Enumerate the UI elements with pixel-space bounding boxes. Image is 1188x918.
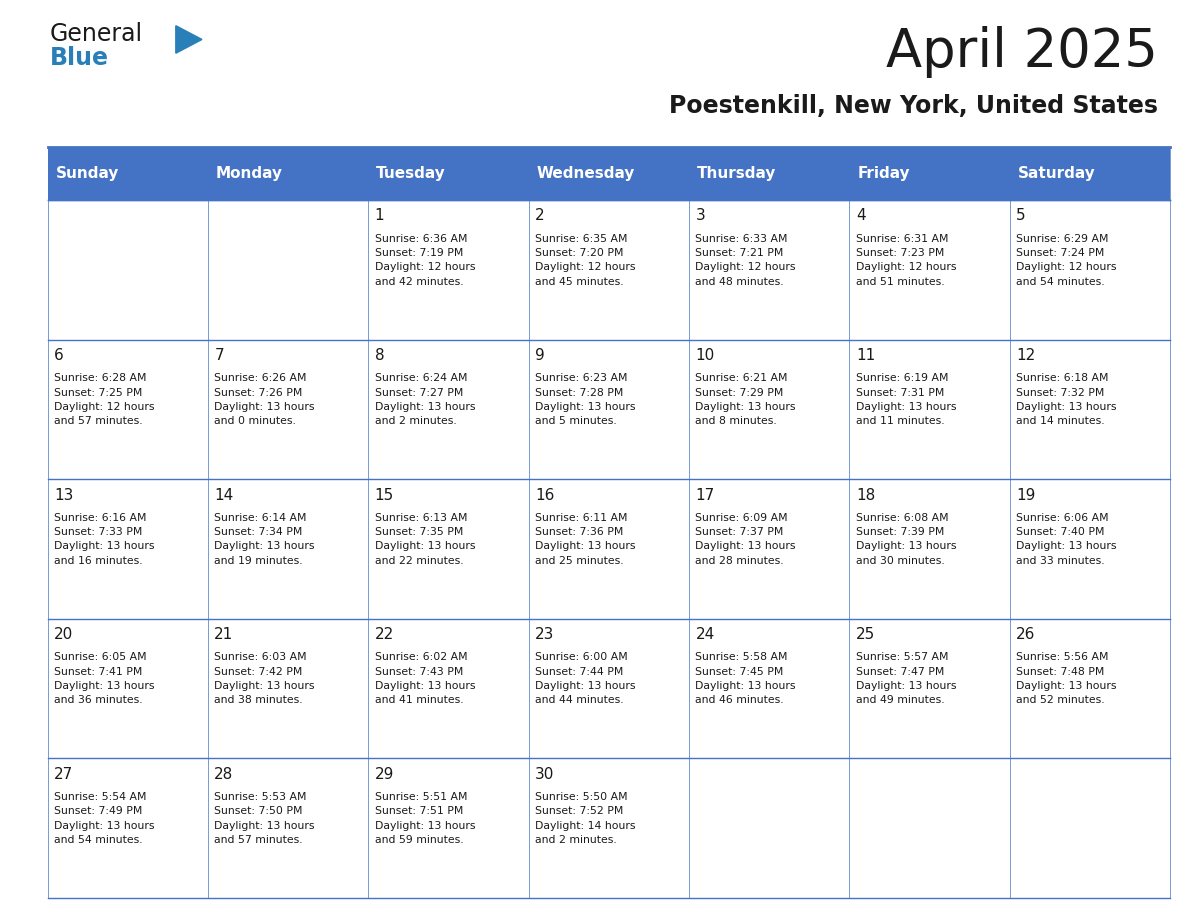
Text: Sunrise: 6:05 AM
Sunset: 7:41 PM
Daylight: 13 hours
and 36 minutes.: Sunrise: 6:05 AM Sunset: 7:41 PM Dayligh…: [53, 652, 154, 705]
Text: 20: 20: [53, 627, 74, 642]
Text: General: General: [50, 22, 143, 46]
Text: Wednesday: Wednesday: [537, 166, 636, 181]
Text: Friday: Friday: [858, 166, 910, 181]
Text: Sunrise: 5:56 AM
Sunset: 7:48 PM
Daylight: 13 hours
and 52 minutes.: Sunrise: 5:56 AM Sunset: 7:48 PM Dayligh…: [1016, 652, 1117, 705]
Text: 22: 22: [374, 627, 394, 642]
Text: Sunrise: 6:23 AM
Sunset: 7:28 PM
Daylight: 13 hours
and 5 minutes.: Sunrise: 6:23 AM Sunset: 7:28 PM Dayligh…: [535, 373, 636, 426]
Text: 5: 5: [1016, 208, 1026, 223]
Text: Sunrise: 6:36 AM
Sunset: 7:19 PM
Daylight: 12 hours
and 42 minutes.: Sunrise: 6:36 AM Sunset: 7:19 PM Dayligh…: [374, 233, 475, 286]
Text: Sunrise: 6:33 AM
Sunset: 7:21 PM
Daylight: 12 hours
and 48 minutes.: Sunrise: 6:33 AM Sunset: 7:21 PM Dayligh…: [695, 233, 796, 286]
Text: Sunrise: 6:24 AM
Sunset: 7:27 PM
Daylight: 13 hours
and 2 minutes.: Sunrise: 6:24 AM Sunset: 7:27 PM Dayligh…: [374, 373, 475, 426]
Text: Sunday: Sunday: [56, 166, 119, 181]
Text: 13: 13: [53, 487, 74, 502]
Text: Blue: Blue: [50, 46, 109, 70]
Text: Sunrise: 6:14 AM
Sunset: 7:34 PM
Daylight: 13 hours
and 19 minutes.: Sunrise: 6:14 AM Sunset: 7:34 PM Dayligh…: [214, 512, 315, 565]
Text: 4: 4: [855, 208, 866, 223]
Text: 28: 28: [214, 767, 234, 781]
Text: 14: 14: [214, 487, 234, 502]
Text: Sunrise: 5:50 AM
Sunset: 7:52 PM
Daylight: 14 hours
and 2 minutes.: Sunrise: 5:50 AM Sunset: 7:52 PM Dayligh…: [535, 791, 636, 845]
Text: Thursday: Thursday: [697, 166, 777, 181]
Text: 23: 23: [535, 627, 555, 642]
Text: Sunrise: 6:35 AM
Sunset: 7:20 PM
Daylight: 12 hours
and 45 minutes.: Sunrise: 6:35 AM Sunset: 7:20 PM Dayligh…: [535, 233, 636, 286]
Text: Sunrise: 5:51 AM
Sunset: 7:51 PM
Daylight: 13 hours
and 59 minutes.: Sunrise: 5:51 AM Sunset: 7:51 PM Dayligh…: [374, 791, 475, 845]
Text: 24: 24: [695, 627, 715, 642]
Text: Sunrise: 6:02 AM
Sunset: 7:43 PM
Daylight: 13 hours
and 41 minutes.: Sunrise: 6:02 AM Sunset: 7:43 PM Dayligh…: [374, 652, 475, 705]
Text: Sunrise: 6:19 AM
Sunset: 7:31 PM
Daylight: 13 hours
and 11 minutes.: Sunrise: 6:19 AM Sunset: 7:31 PM Dayligh…: [855, 373, 956, 426]
Text: Sunrise: 6:21 AM
Sunset: 7:29 PM
Daylight: 13 hours
and 8 minutes.: Sunrise: 6:21 AM Sunset: 7:29 PM Dayligh…: [695, 373, 796, 426]
Text: 18: 18: [855, 487, 876, 502]
Text: Sunrise: 6:11 AM
Sunset: 7:36 PM
Daylight: 13 hours
and 25 minutes.: Sunrise: 6:11 AM Sunset: 7:36 PM Dayligh…: [535, 512, 636, 565]
Text: Tuesday: Tuesday: [377, 166, 446, 181]
Text: 2: 2: [535, 208, 545, 223]
Text: 15: 15: [374, 487, 394, 502]
Text: Sunrise: 6:31 AM
Sunset: 7:23 PM
Daylight: 12 hours
and 51 minutes.: Sunrise: 6:31 AM Sunset: 7:23 PM Dayligh…: [855, 233, 956, 286]
Text: Sunrise: 6:09 AM
Sunset: 7:37 PM
Daylight: 13 hours
and 28 minutes.: Sunrise: 6:09 AM Sunset: 7:37 PM Dayligh…: [695, 512, 796, 565]
Text: 25: 25: [855, 627, 876, 642]
Text: Sunrise: 6:29 AM
Sunset: 7:24 PM
Daylight: 12 hours
and 54 minutes.: Sunrise: 6:29 AM Sunset: 7:24 PM Dayligh…: [1016, 233, 1117, 286]
Text: Sunrise: 6:16 AM
Sunset: 7:33 PM
Daylight: 13 hours
and 16 minutes.: Sunrise: 6:16 AM Sunset: 7:33 PM Dayligh…: [53, 512, 154, 565]
Text: Sunrise: 5:53 AM
Sunset: 7:50 PM
Daylight: 13 hours
and 57 minutes.: Sunrise: 5:53 AM Sunset: 7:50 PM Dayligh…: [214, 791, 315, 845]
Text: 3: 3: [695, 208, 706, 223]
Text: Saturday: Saturday: [1018, 166, 1095, 181]
Text: Sunrise: 6:08 AM
Sunset: 7:39 PM
Daylight: 13 hours
and 30 minutes.: Sunrise: 6:08 AM Sunset: 7:39 PM Dayligh…: [855, 512, 956, 565]
Text: Sunrise: 5:57 AM
Sunset: 7:47 PM
Daylight: 13 hours
and 49 minutes.: Sunrise: 5:57 AM Sunset: 7:47 PM Dayligh…: [855, 652, 956, 705]
Text: Sunrise: 5:54 AM
Sunset: 7:49 PM
Daylight: 13 hours
and 54 minutes.: Sunrise: 5:54 AM Sunset: 7:49 PM Dayligh…: [53, 791, 154, 845]
Text: Sunrise: 6:06 AM
Sunset: 7:40 PM
Daylight: 13 hours
and 33 minutes.: Sunrise: 6:06 AM Sunset: 7:40 PM Dayligh…: [1016, 512, 1117, 565]
Text: 19: 19: [1016, 487, 1036, 502]
Text: April 2025: April 2025: [886, 26, 1158, 78]
Text: 11: 11: [855, 348, 876, 363]
Text: 9: 9: [535, 348, 545, 363]
Text: Monday: Monday: [216, 166, 283, 181]
Text: 27: 27: [53, 767, 74, 781]
Text: 17: 17: [695, 487, 715, 502]
Text: 29: 29: [374, 767, 394, 781]
Text: 12: 12: [1016, 348, 1036, 363]
Text: 10: 10: [695, 348, 715, 363]
Text: 16: 16: [535, 487, 555, 502]
Text: 30: 30: [535, 767, 555, 781]
Text: Sunrise: 6:26 AM
Sunset: 7:26 PM
Daylight: 13 hours
and 0 minutes.: Sunrise: 6:26 AM Sunset: 7:26 PM Dayligh…: [214, 373, 315, 426]
Text: Sunrise: 6:03 AM
Sunset: 7:42 PM
Daylight: 13 hours
and 38 minutes.: Sunrise: 6:03 AM Sunset: 7:42 PM Dayligh…: [214, 652, 315, 705]
Text: 21: 21: [214, 627, 234, 642]
Text: 7: 7: [214, 348, 225, 363]
Text: Sunrise: 5:58 AM
Sunset: 7:45 PM
Daylight: 13 hours
and 46 minutes.: Sunrise: 5:58 AM Sunset: 7:45 PM Dayligh…: [695, 652, 796, 705]
Text: Poestenkill, New York, United States: Poestenkill, New York, United States: [669, 94, 1158, 118]
Text: 1: 1: [374, 208, 385, 223]
Text: 6: 6: [53, 348, 64, 363]
Text: 8: 8: [374, 348, 385, 363]
Text: Sunrise: 6:00 AM
Sunset: 7:44 PM
Daylight: 13 hours
and 44 minutes.: Sunrise: 6:00 AM Sunset: 7:44 PM Dayligh…: [535, 652, 636, 705]
Text: Sunrise: 6:18 AM
Sunset: 7:32 PM
Daylight: 13 hours
and 14 minutes.: Sunrise: 6:18 AM Sunset: 7:32 PM Dayligh…: [1016, 373, 1117, 426]
Text: Sunrise: 6:28 AM
Sunset: 7:25 PM
Daylight: 12 hours
and 57 minutes.: Sunrise: 6:28 AM Sunset: 7:25 PM Dayligh…: [53, 373, 154, 426]
Text: 26: 26: [1016, 627, 1036, 642]
Text: Sunrise: 6:13 AM
Sunset: 7:35 PM
Daylight: 13 hours
and 22 minutes.: Sunrise: 6:13 AM Sunset: 7:35 PM Dayligh…: [374, 512, 475, 565]
